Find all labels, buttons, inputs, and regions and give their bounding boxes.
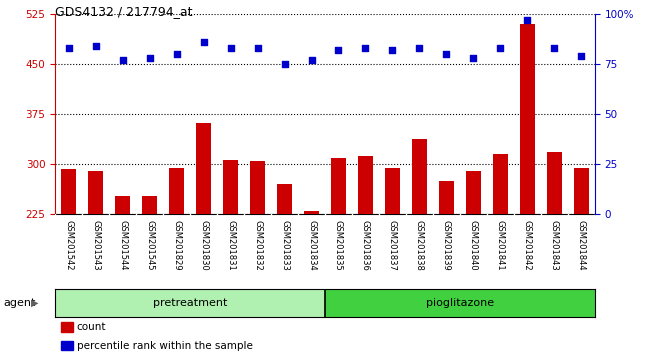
Text: ▶: ▶ [31,298,39,308]
Text: GSM201842: GSM201842 [523,220,532,271]
Bar [60,341,73,350]
Bar [358,156,373,214]
Point [441,51,452,57]
Point [387,47,398,53]
Text: GSM201833: GSM201833 [280,220,289,271]
Bar [412,139,427,214]
Text: pioglitazone: pioglitazone [426,298,494,308]
Bar [439,181,454,214]
Text: GSM201829: GSM201829 [172,220,181,271]
Text: GSM201837: GSM201837 [388,220,397,271]
Bar [250,161,265,214]
Point [522,17,532,23]
Text: GSM201544: GSM201544 [118,220,127,270]
Text: GSM201839: GSM201839 [442,220,451,271]
Bar [55,289,325,317]
Point [226,45,236,51]
Point [252,45,263,51]
Bar [520,24,535,214]
Text: GSM201545: GSM201545 [145,220,154,270]
Text: count: count [77,322,107,332]
Text: GSM201543: GSM201543 [91,220,100,271]
Text: GSM201542: GSM201542 [64,220,73,270]
Bar [115,195,130,214]
Point [172,51,182,57]
Text: pretreatment: pretreatment [153,298,228,308]
Point [198,39,209,45]
Point [414,45,424,51]
Text: GSM201844: GSM201844 [577,220,586,271]
Text: agent: agent [3,298,36,308]
Text: GSM201830: GSM201830 [199,220,208,271]
Text: GSM201834: GSM201834 [307,220,316,271]
Bar [325,289,595,317]
Bar [574,168,589,214]
Point [118,57,128,63]
Point [306,57,317,63]
Text: percentile rank within the sample: percentile rank within the sample [77,341,253,351]
Bar [331,158,346,214]
Bar [304,211,319,214]
Bar [223,160,238,214]
Bar [547,152,562,214]
Bar [277,184,292,214]
Text: GSM201843: GSM201843 [550,220,559,271]
Point [144,55,155,61]
Point [549,45,560,51]
Point [468,55,478,61]
Bar [88,171,103,214]
Text: GSM201832: GSM201832 [253,220,262,271]
Bar [142,195,157,214]
Point [90,43,101,49]
Text: GSM201836: GSM201836 [361,220,370,271]
Point [64,45,74,51]
Point [360,45,370,51]
Bar [493,154,508,214]
Text: GSM201831: GSM201831 [226,220,235,271]
Bar [60,322,73,332]
Text: GSM201835: GSM201835 [334,220,343,271]
Text: GSM201840: GSM201840 [469,220,478,271]
Point [495,45,506,51]
Text: GSM201841: GSM201841 [496,220,505,271]
Bar [385,167,400,214]
Bar [61,169,76,214]
Text: GSM201838: GSM201838 [415,220,424,271]
Bar [466,171,481,214]
Bar [196,123,211,214]
Point [576,53,586,59]
Point [333,47,344,53]
Bar [169,167,184,214]
Point [280,61,290,67]
Text: GDS4132 / 217794_at: GDS4132 / 217794_at [55,5,193,18]
